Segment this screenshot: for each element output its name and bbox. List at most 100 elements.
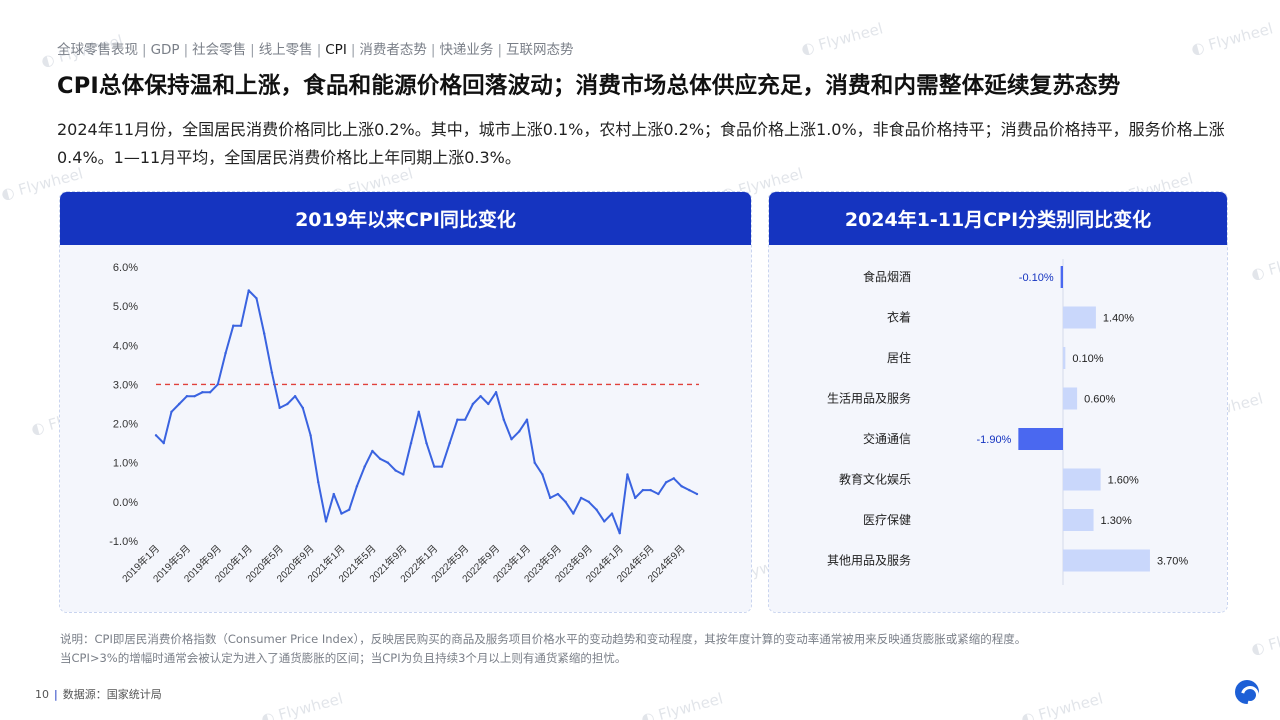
cpi-data-point [641, 488, 645, 492]
bar-value-label: -1.90% [976, 434, 1011, 446]
y-tick-label: 0.0% [113, 497, 138, 509]
cpi-data-point [224, 351, 227, 355]
bar-value-label: -0.10% [1019, 272, 1054, 284]
cpi-data-point [425, 441, 428, 445]
cpi-data-point [579, 496, 583, 500]
cpi-data-point [502, 418, 505, 421]
cpi-trend-title: 2019年以来CPI同比变化 [60, 192, 751, 245]
cpi-data-point [232, 324, 235, 327]
nav-separator: | [250, 42, 255, 58]
cpi-trend-body: 6.0% 5.0% 4.0% 3.0% 2.0% 1.0% 0.0% -1.0% 2019年1月… [60, 245, 751, 612]
cpi-category-body: 食品烟酒 -0.10% 衣着 1.40% 居住 0.10% 生活用品及服务 0.60% 交通通信… [769, 245, 1227, 612]
brand-logo-icon [1235, 680, 1259, 704]
cpi-data-point [626, 473, 629, 476]
cpi-data-point [548, 496, 552, 500]
category-label: 食品烟酒 [863, 269, 911, 284]
y-tick-label: 5.0% [113, 301, 138, 313]
nav-item-5[interactable]: 消费者态势 [359, 42, 427, 58]
bar-value-label: 1.40% [1103, 313, 1134, 325]
category-label: 医疗保健 [863, 513, 911, 527]
category-label: 居住 [887, 351, 911, 365]
watermark-text: ◐ Flywheel [1249, 244, 1280, 284]
page-title: CPI总体保持温和上涨，食品和能源价格回落波动；消费市场总体供应充足，消费和内需… [57, 73, 1121, 99]
bar-value-label: 1.30% [1101, 515, 1132, 527]
watermark-text: ◐ Flywheel [639, 689, 725, 720]
nav-separator: | [316, 42, 322, 58]
cpi-data-point [332, 492, 335, 496]
y-tick-label: 1.0% [113, 458, 138, 470]
footer-separator: | [54, 688, 58, 701]
nav-item-3[interactable]: 线上零售 [258, 42, 313, 58]
bar-value-label: 0.60% [1084, 394, 1115, 406]
cpi-data-point [680, 485, 683, 488]
y-tick-label: -1.0% [109, 536, 138, 548]
footnote-line-1: 说明：CPI即居民消费价格指数（Consumer Price Index），反映… [60, 632, 1027, 646]
cpi-data-point [603, 520, 606, 523]
cpi-data-point [440, 465, 444, 468]
category-bar [1018, 428, 1063, 450]
watermark-text: ◐ Flywheel [259, 689, 345, 720]
cpi-data-point [649, 488, 652, 492]
nav-item-7[interactable]: 互联网态势 [506, 42, 574, 58]
nav-item-1[interactable]: GDP [150, 42, 180, 58]
nav-separator: | [183, 42, 189, 58]
cpi-data-point [572, 512, 575, 515]
cpi-data-point [587, 500, 590, 504]
cpi-data-point [533, 461, 536, 464]
y-tick-label: 2.0% [113, 419, 138, 431]
nav-separator: | [430, 42, 436, 58]
cpi-data-point [471, 402, 475, 406]
cpi-data-point [355, 485, 359, 488]
cpi-data-point [293, 394, 297, 398]
cpi-data-point [286, 402, 289, 406]
cpi-data-point [162, 441, 165, 445]
cpi-data-point [193, 394, 196, 398]
cpi-data-point [371, 449, 374, 453]
cpi-data-point [510, 438, 513, 441]
cpi-data-point [378, 457, 382, 460]
data-source: 数据源：国家统计局 [62, 688, 162, 701]
watermark-text: ◐ Flywheel [1019, 689, 1105, 720]
cpi-data-point [595, 508, 598, 511]
category-bar [1063, 347, 1066, 369]
nav-separator: | [350, 42, 356, 58]
cpi-data-point [487, 402, 490, 406]
page-number: 10 [35, 688, 49, 701]
cpi-data-point [386, 461, 390, 464]
cpi-bar-chart: 食品烟酒 -0.10% 衣着 1.40% 居住 0.10% 生活用品及服务 0.60% 交通通信… [827, 259, 1188, 585]
cpi-data-point [201, 391, 204, 394]
cpi-trend-panel: 2019年以来CPI同比变化 6.0% 5.0% 4.0% 3.0% 2.0% 1.0% 0… [59, 191, 752, 613]
nav-item-4[interactable]: CPI [325, 42, 347, 58]
cpi-data-point [695, 492, 699, 496]
y-tick-label: 3.0% [113, 379, 138, 391]
footnote: 说明：CPI即居民消费价格指数（Consumer Price Index），反映… [60, 630, 1230, 668]
category-label: 衣着 [887, 310, 911, 325]
cpi-data-point [541, 473, 544, 476]
cpi-data-point [255, 297, 258, 300]
cpi-data-point [263, 332, 266, 335]
cpi-data-point [402, 473, 405, 476]
nav-item-2[interactable]: 社会零售 [192, 42, 247, 58]
bar-value-label: 3.70% [1157, 556, 1188, 568]
category-label: 交通通信 [863, 431, 911, 446]
cpi-data-point [270, 371, 274, 374]
cpi-data-point [688, 488, 691, 492]
cpi-data-point [394, 469, 397, 472]
cpi-data-point [417, 410, 420, 414]
bar-value-label: 0.10% [1072, 353, 1103, 365]
cpi-data-point [348, 508, 351, 511]
cpi-series-line [155, 289, 698, 535]
nav-item-0[interactable]: 全球零售表现 [57, 42, 138, 58]
cpi-data-point [170, 410, 173, 414]
cpi-data-point [247, 289, 250, 292]
watermark-text: ◐ Flywheel [1189, 19, 1275, 59]
category-label: 其他用品及服务 [827, 553, 911, 568]
nav-item-6[interactable]: 快递业务 [439, 42, 494, 58]
cpi-data-point [177, 402, 181, 406]
cpi-data-point [185, 394, 189, 398]
cpi-data-point [664, 481, 668, 484]
watermark-text: ◐ Flywheel [1249, 619, 1280, 659]
cpi-data-point [317, 481, 320, 484]
cpi-data-point [433, 465, 436, 468]
cpi-data-point [216, 383, 220, 386]
